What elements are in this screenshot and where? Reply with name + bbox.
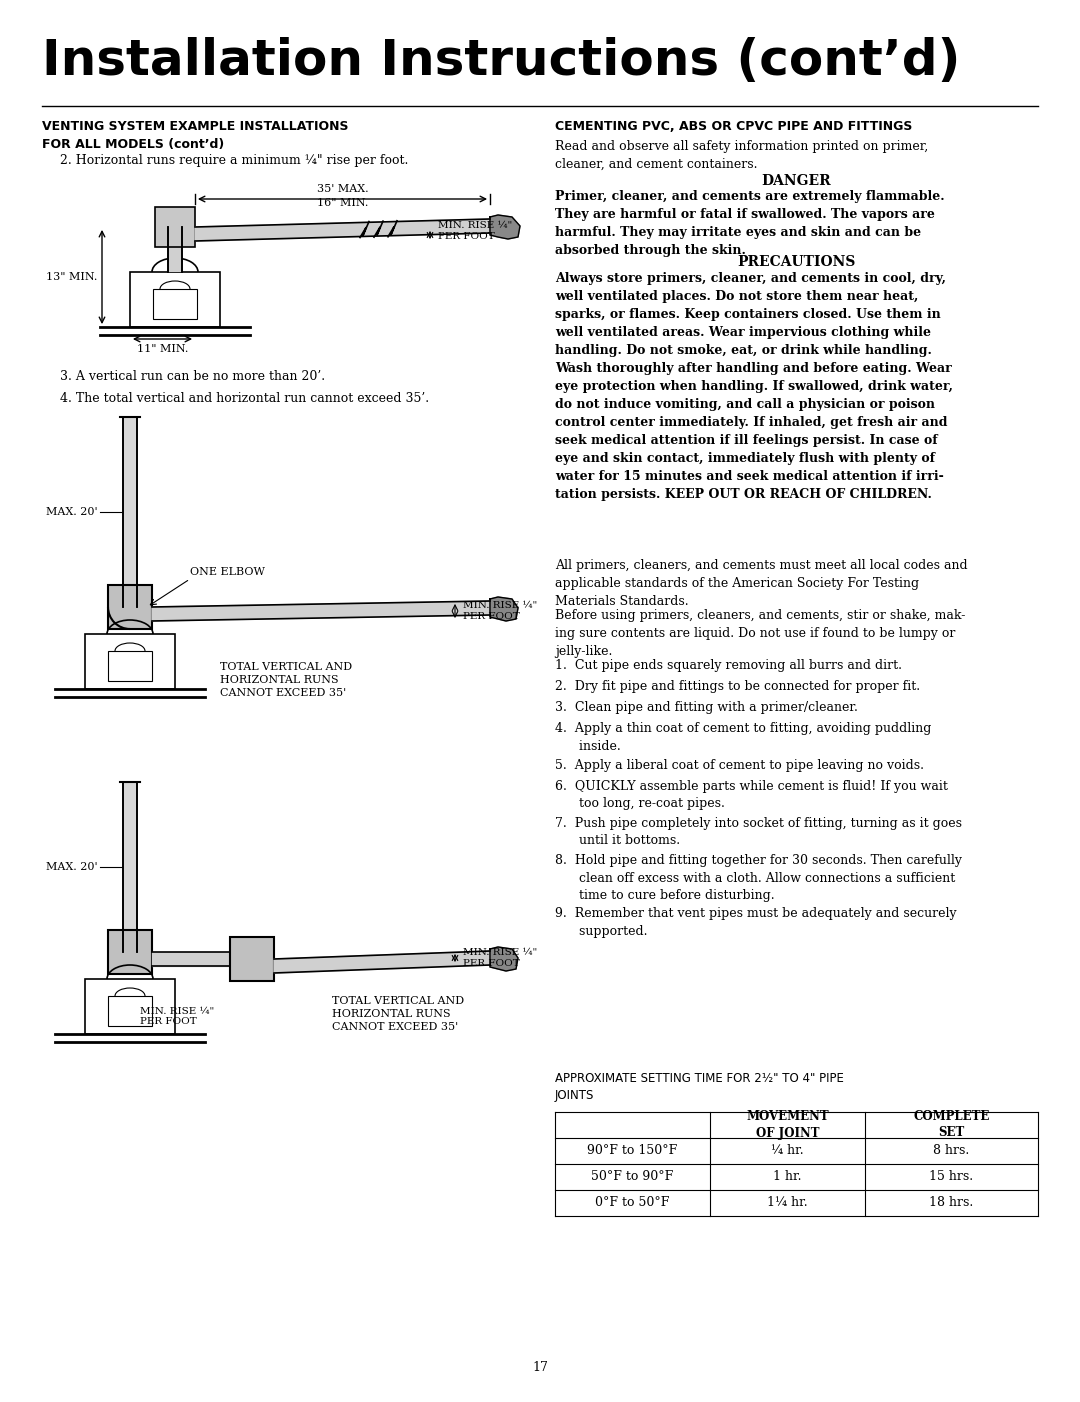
Text: 16" MIN.: 16" MIN.: [316, 198, 368, 207]
Text: 15 hrs.: 15 hrs.: [930, 1171, 973, 1183]
Text: DANGER: DANGER: [761, 174, 832, 188]
Text: 5.  Apply a liberal coat of cement to pipe leaving no voids.: 5. Apply a liberal coat of cement to pip…: [555, 758, 924, 773]
Text: MOVEMENT
OF JOINT: MOVEMENT OF JOINT: [746, 1110, 828, 1140]
Text: 4.  Apply a thin coat of cement to fitting, avoiding puddling
      inside.: 4. Apply a thin coat of cement to fittin…: [555, 722, 931, 753]
Text: MIN. RISE ¼"
PER FOOT: MIN. RISE ¼" PER FOOT: [140, 1007, 214, 1026]
Bar: [85, 634, 175, 688]
Text: MIN. RISE ¼"
PER FOOT: MIN. RISE ¼" PER FOOT: [463, 948, 537, 967]
Text: TOTAL VERTICAL AND
HORIZONTAL RUNS
CANNOT EXCEED 35': TOTAL VERTICAL AND HORIZONTAL RUNS CANNO…: [220, 662, 352, 698]
Polygon shape: [490, 946, 518, 972]
Text: Installation Instructions (cont’d): Installation Instructions (cont’d): [42, 36, 960, 86]
Polygon shape: [274, 951, 490, 973]
Text: 4. The total vertical and horizontal run cannot exceed 35’.: 4. The total vertical and horizontal run…: [60, 393, 429, 405]
Text: VENTING SYSTEM EXAMPLE INSTALLATIONS
FOR ALL MODELS (cont’d): VENTING SYSTEM EXAMPLE INSTALLATIONS FOR…: [42, 121, 349, 151]
Text: 6.  QUICKLY assemble parts while cement is fluid! If you wait
      too long, re: 6. QUICKLY assemble parts while cement i…: [555, 780, 948, 810]
Text: MAX. 20': MAX. 20': [46, 862, 98, 872]
Bar: [123, 416, 137, 607]
Bar: [108, 995, 152, 1026]
Polygon shape: [490, 597, 518, 621]
Text: TOTAL VERTICAL AND
HORIZONTAL RUNS
CANNOT EXCEED 35': TOTAL VERTICAL AND HORIZONTAL RUNS CANNO…: [332, 995, 464, 1032]
Polygon shape: [152, 601, 490, 621]
Text: Primer, cleaner, and cements are extremely flammable.
They are harmful or fatal : Primer, cleaner, and cements are extreme…: [555, 191, 945, 257]
Bar: [230, 937, 274, 981]
Text: COMPLETE
SET: COMPLETE SET: [914, 1110, 989, 1140]
Bar: [85, 979, 175, 1035]
Text: 13" MIN.: 13" MIN.: [45, 272, 97, 282]
Polygon shape: [152, 952, 230, 966]
Text: 1 hr.: 1 hr.: [773, 1171, 801, 1183]
Text: MIN. RISE ¼"
PER FOOT: MIN. RISE ¼" PER FOOT: [463, 601, 537, 621]
Text: 1.  Cut pipe ends squarely removing all burrs and dirt.: 1. Cut pipe ends squarely removing all b…: [555, 659, 902, 672]
Polygon shape: [490, 215, 519, 238]
Bar: [123, 782, 137, 952]
Text: 3. A vertical run can be no more than 20’.: 3. A vertical run can be no more than 20…: [60, 370, 325, 383]
Text: 8.  Hold pipe and fitting together for 30 seconds. Then carefully
      clean of: 8. Hold pipe and fitting together for 30…: [555, 854, 962, 901]
Text: PRECAUTIONS: PRECAUTIONS: [738, 255, 855, 269]
Polygon shape: [195, 219, 490, 241]
Text: 1¼ hr.: 1¼ hr.: [767, 1196, 808, 1210]
Text: ¼ hr.: ¼ hr.: [771, 1144, 804, 1158]
Text: 9.  Remember that vent pipes must be adequately and securely
      supported.: 9. Remember that vent pipes must be adeq…: [555, 907, 957, 938]
Text: 7.  Push pipe completely into socket of fitting, turning as it goes
      until : 7. Push pipe completely into socket of f…: [555, 817, 962, 847]
Bar: [168, 227, 183, 272]
Text: Before using primers, cleaners, and cements, stir or shake, mak-
ing sure conten: Before using primers, cleaners, and ceme…: [555, 608, 966, 658]
Text: ONE ELBOW: ONE ELBOW: [190, 566, 265, 578]
Bar: [108, 585, 152, 629]
Text: 8 hrs.: 8 hrs.: [933, 1144, 970, 1158]
Text: 0°F to 50°F: 0°F to 50°F: [595, 1196, 670, 1210]
Text: 2.  Dry fit pipe and fittings to be connected for proper fit.: 2. Dry fit pipe and fittings to be conne…: [555, 680, 920, 693]
Text: 18 hrs.: 18 hrs.: [930, 1196, 974, 1210]
Bar: [108, 930, 152, 974]
Text: 50°F to 90°F: 50°F to 90°F: [592, 1171, 674, 1183]
Text: MAX. 20': MAX. 20': [46, 508, 98, 517]
Bar: [108, 651, 152, 681]
Text: Always store primers, cleaner, and cements in cool, dry,
well ventilated places.: Always store primers, cleaner, and cemen…: [555, 272, 953, 501]
Text: 90°F to 150°F: 90°F to 150°F: [588, 1144, 677, 1158]
Text: 35' MAX.: 35' MAX.: [316, 184, 368, 193]
Text: 11" MIN.: 11" MIN.: [137, 343, 188, 353]
Text: Read and observe all safety information printed on primer,
cleaner, and cement c: Read and observe all safety information …: [555, 140, 928, 171]
Text: All primers, cleaners, and cements must meet all local codes and
applicable stan: All primers, cleaners, and cements must …: [555, 559, 968, 608]
Text: MIN. RISE ¼"
PER FOOT: MIN. RISE ¼" PER FOOT: [438, 222, 512, 241]
Text: APPROXIMATE SETTING TIME FOR 2½" TO 4" PIPE
JOINTS: APPROXIMATE SETTING TIME FOR 2½" TO 4" P…: [555, 1073, 843, 1102]
Text: 17: 17: [532, 1361, 548, 1374]
Text: 3.  Clean pipe and fitting with a primer/cleaner.: 3. Clean pipe and fitting with a primer/…: [555, 701, 858, 714]
Bar: [130, 272, 220, 327]
Bar: [156, 207, 195, 247]
Text: 2. Horizontal runs require a minimum ¼" rise per foot.: 2. Horizontal runs require a minimum ¼" …: [60, 154, 408, 167]
Text: CEMENTING PVC, ABS OR CPVC PIPE AND FITTINGS: CEMENTING PVC, ABS OR CPVC PIPE AND FITT…: [555, 121, 913, 133]
Bar: [153, 289, 197, 320]
